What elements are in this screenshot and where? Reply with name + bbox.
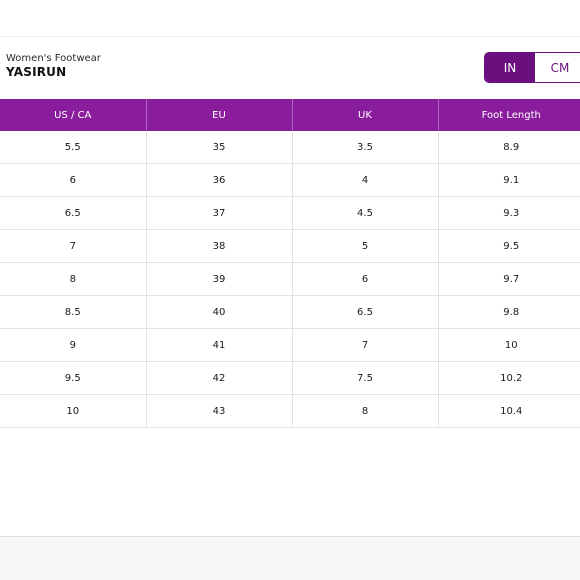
table-cell-uk: 7 [292,328,439,362]
table-cell-eu: 35 [146,131,293,164]
column-header-foot-length: Foot Length [438,99,580,131]
table-cell-foot-length: 9.3 [438,196,580,230]
table-cell-us-ca: 9 [0,328,147,362]
table-cell-uk: 7.5 [292,361,439,395]
product-category: Women's Footwear [6,53,101,64]
table-cell-eu: 38 [146,229,293,263]
column-header-uk: UK [292,99,439,131]
size-table: US / CA EU UK Foot Length 5.5 35 3.5 8.9 6 36… [0,99,580,428]
table-cell-eu: 43 [146,394,293,428]
table-row: 6.5 37 4.5 9.3 [0,196,580,230]
table-cell-foot-length: 9.8 [438,295,580,329]
table-cell-foot-length: 9.7 [438,262,580,296]
table-cell-uk: 5 [292,229,439,263]
product-info: Women's Footwear YASIRUN [6,52,101,80]
table-cell-eu: 40 [146,295,293,329]
table-row: 8 39 6 9.7 [0,262,580,296]
unit-cm-button[interactable]: CM [535,53,580,82]
table-header-row: US / CA EU UK Foot Length [0,99,580,131]
top-divider [0,36,580,37]
table-cell-us-ca: 10 [0,394,147,428]
table-cell-us-ca: 5.5 [0,131,147,164]
table-cell-foot-length: 10 [438,328,580,362]
table-cell-uk: 8 [292,394,439,428]
table-row: 9.5 42 7.5 10.2 [0,361,580,395]
table-cell-foot-length: 9.1 [438,163,580,197]
table-cell-uk: 6 [292,262,439,296]
table-cell-eu: 39 [146,262,293,296]
table-row: 5.5 35 3.5 8.9 [0,131,580,164]
table-cell-uk: 4.5 [292,196,439,230]
table-cell-foot-length: 10.2 [438,361,580,395]
table-cell-eu: 42 [146,361,293,395]
table-row: 6 36 4 9.1 [0,163,580,197]
unit-in-button[interactable]: IN [485,53,535,82]
column-header-eu: EU [146,99,293,131]
table-cell-eu: 37 [146,196,293,230]
table-cell-uk: 6.5 [292,295,439,329]
table-row: 10 43 8 10.4 [0,394,580,428]
table-cell-foot-length: 10.4 [438,394,580,428]
table-cell-us-ca: 8.5 [0,295,147,329]
table-row: 7 38 5 9.5 [0,229,580,263]
table-cell-uk: 4 [292,163,439,197]
table-cell-eu: 36 [146,163,293,197]
table-cell-us-ca: 7 [0,229,147,263]
table-row: 9 41 7 10 [0,328,580,362]
column-header-us-ca: US / CA [0,99,147,131]
table-cell-uk: 3.5 [292,131,439,164]
unit-toggle: IN CM [484,52,580,83]
table-cell-us-ca: 6 [0,163,147,197]
table-cell-foot-length: 9.5 [438,229,580,263]
product-name: YASIRUN [6,65,67,79]
bottom-bar [0,536,580,580]
table-body: 5.5 35 3.5 8.9 6 36 4 9.1 6.5 37 4.5 9.3 7 38 5 9.5 8 39 6… [0,131,580,428]
table-cell-us-ca: 6.5 [0,196,147,230]
table-cell-foot-length: 8.9 [438,131,580,164]
table-cell-us-ca: 8 [0,262,147,296]
table-cell-eu: 41 [146,328,293,362]
table-row: 8.5 40 6.5 9.8 [0,295,580,329]
table-cell-us-ca: 9.5 [0,361,147,395]
